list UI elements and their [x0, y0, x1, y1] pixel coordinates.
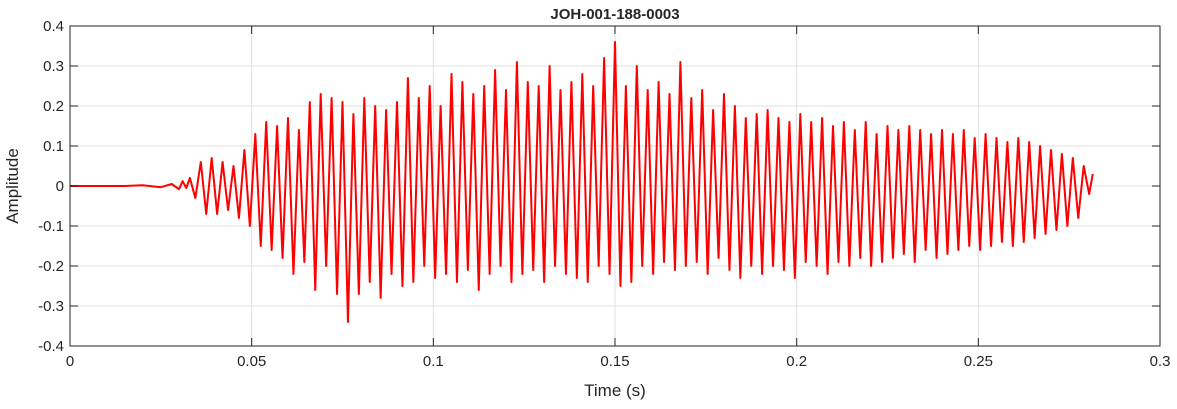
x-axis-label: Time (s) [584, 381, 646, 400]
y-tick-label: 0 [56, 178, 64, 195]
y-axis-label: Amplitude [3, 148, 22, 224]
y-tick-label: 0.1 [43, 138, 64, 155]
y-tick-label: -0.4 [38, 338, 64, 355]
y-tick-label: 0.2 [43, 98, 64, 115]
x-tick-label: 0.1 [423, 353, 444, 370]
series-line-1 [70, 41, 1094, 323]
x-tick-label: 0 [66, 353, 74, 370]
y-tick-label: 0.4 [43, 18, 64, 35]
x-tick-label: 0.05 [237, 353, 266, 370]
y-tick-label: -0.1 [38, 218, 64, 235]
y-tick-label: -0.2 [38, 258, 64, 275]
y-tick-label: -0.3 [38, 298, 64, 315]
x-tick-label: 0.15 [600, 353, 629, 370]
x-tick-label: 0.25 [964, 353, 993, 370]
x-tick-label: 0.2 [786, 353, 807, 370]
series-layer [70, 41, 1094, 323]
chart-title: JOH-001-188-0003 [550, 6, 679, 23]
y-tick-label: 0.3 [43, 58, 64, 75]
ticks: 0 0.05 0.1 0.15 0.2 0.25 0.3 -0.4 -0.3 -0.2 -0.1 0 0… [38, 18, 1170, 370]
x-tick-label: 0.3 [1150, 353, 1171, 370]
